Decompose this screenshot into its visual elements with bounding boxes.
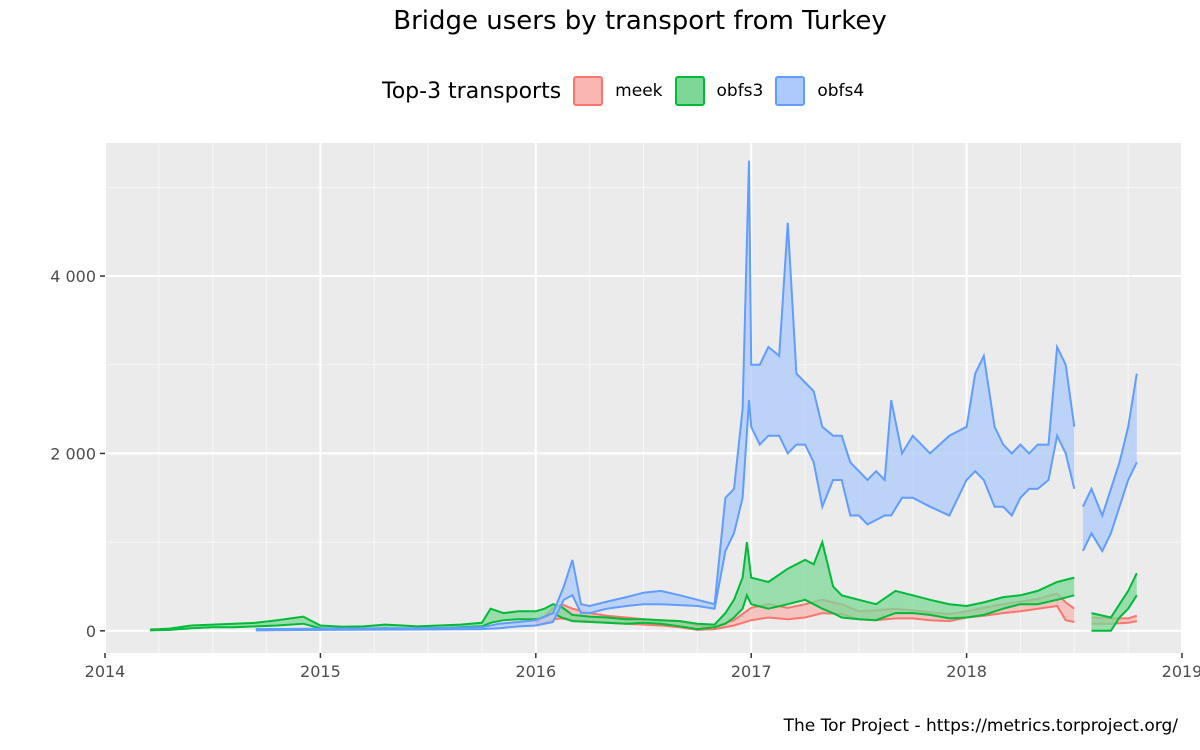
series-obfs4 <box>255 160 1138 632</box>
legend-key-obfs4 <box>775 76 806 106</box>
grid-lines <box>104 143 1183 653</box>
legend-item-meek: meek <box>573 76 663 106</box>
x-tick-label: 2016 <box>515 662 556 681</box>
x-tick-label: 2018 <box>946 662 987 681</box>
x-tick-label: 2019 <box>1162 662 1200 681</box>
x-tick-label: 2014 <box>85 662 126 681</box>
obfs4-ribbon <box>1082 373 1137 551</box>
axes: 0 2 000 4 000 2014 2015 2016 2017 2018 2019 <box>50 267 1200 681</box>
legend-item-obfs4: obfs4 <box>775 76 864 106</box>
legend-label-obfs4: obfs4 <box>817 81 865 101</box>
obfs3-upper-line <box>1091 572 1138 619</box>
legend-label-meek: meek <box>615 81 663 101</box>
series-layer <box>150 160 1138 632</box>
y-tick-label: 0 <box>86 622 96 641</box>
obfs3-upper-line <box>150 538 1075 631</box>
legend-key-obfs3 <box>674 76 705 106</box>
caption: The Tor Project - https://metrics.torpro… <box>783 716 1178 736</box>
y-tick-label: 2 000 <box>50 444 96 463</box>
obfs4-upper-line <box>255 160 1076 631</box>
obfs4-lower-line <box>1082 461 1138 554</box>
y-tick-label: 4 000 <box>50 267 96 286</box>
x-tick-label: 2017 <box>731 662 772 681</box>
legend-label-obfs3: obfs3 <box>716 81 764 101</box>
legend-key-meek <box>573 76 604 106</box>
legend: Top-3 transports meek obfs3 obfs4 <box>382 72 876 110</box>
obfs3-lower-line <box>1091 594 1138 632</box>
legend-item-obfs3: obfs3 <box>674 76 764 106</box>
chart-title: Bridge users by transport from Turkey <box>393 6 887 36</box>
obfs3-ribbon <box>150 542 1075 631</box>
obfs4-ribbon <box>255 160 1075 631</box>
obfs4-lower-line <box>255 400 1076 632</box>
x-tick-label: 2015 <box>300 662 341 681</box>
obfs4-upper-line <box>1081 373 1138 519</box>
legend-title: Top-3 transports <box>382 78 562 104</box>
